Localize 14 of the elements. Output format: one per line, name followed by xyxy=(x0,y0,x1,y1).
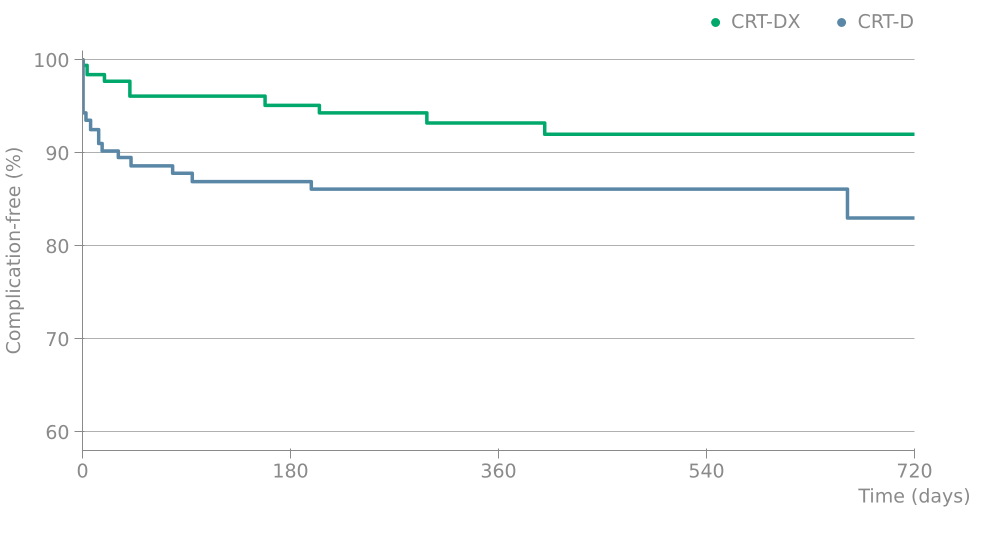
x-tick-label: 360 xyxy=(480,460,517,482)
x-tick-label: 0 xyxy=(76,460,89,482)
y-tick-label: 80 xyxy=(45,236,70,258)
x-axis-title: Time (days) xyxy=(857,486,971,508)
y-tick-label: 60 xyxy=(45,422,70,444)
legend-label: CRT-D xyxy=(858,11,914,33)
legend-label: CRT-DX xyxy=(731,11,801,33)
x-tick-label: 720 xyxy=(896,460,933,482)
y-tick-label: 70 xyxy=(45,328,70,351)
x-tick-label: 540 xyxy=(688,460,725,482)
y-tick-label: 90 xyxy=(45,142,70,165)
x-tick-label: 180 xyxy=(272,460,309,482)
y-axis-title: Complication-free (%) xyxy=(3,146,26,354)
y-tick-label: 100 xyxy=(33,50,70,72)
